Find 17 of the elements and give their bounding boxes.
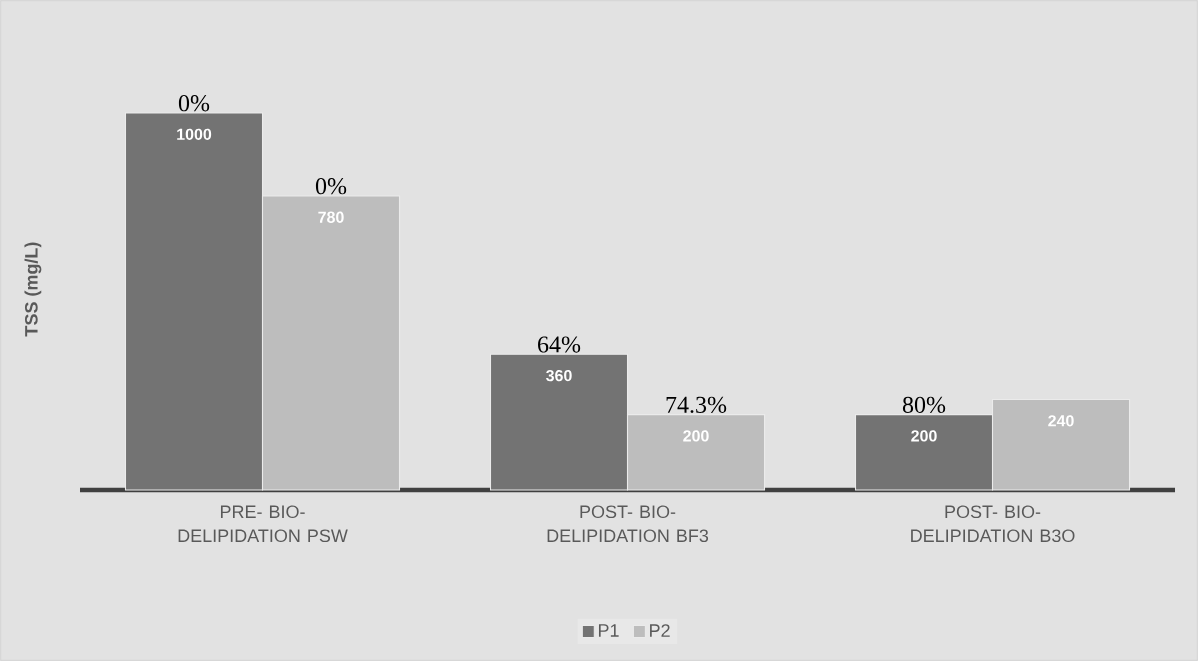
data-label: 240 <box>1048 415 1074 427</box>
legend-label: P1 <box>598 624 619 637</box>
data-label: 200 <box>683 430 709 442</box>
data-label: 1000 <box>177 128 212 140</box>
annotation: 80% <box>902 396 946 413</box>
legend-label: P2 <box>650 624 670 637</box>
annotation: 74.3% <box>666 396 727 413</box>
data-label: 200 <box>911 430 937 442</box>
annotation: 64% <box>538 336 581 353</box>
annotation: 0% <box>178 95 210 112</box>
y-axis-title: TSS (mg/L) <box>24 242 42 337</box>
x-tick-label: POST- BIO-DELIPIDATION BF3 <box>547 505 709 543</box>
data-label: 360 <box>546 369 572 382</box>
annotation: 0% <box>315 178 347 195</box>
data-label: 780 <box>318 211 344 223</box>
x-tick-label: POST- BIO-DELIPIDATION B3O <box>911 505 1075 543</box>
x-tick-label: PRE- BIO-DELIPIDATION PSW <box>178 505 348 543</box>
